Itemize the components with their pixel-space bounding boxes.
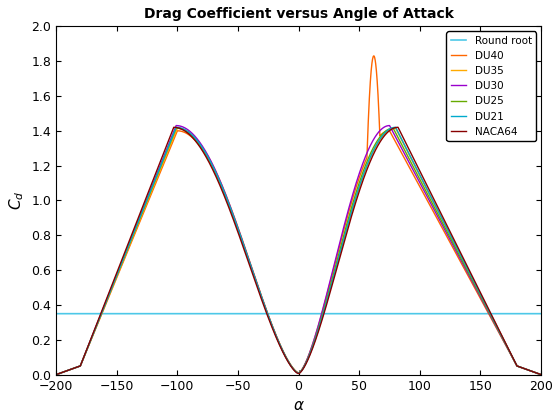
Line: DU30: DU30 <box>56 126 541 375</box>
DU40 <box>202 151 208 156</box>
NACA64 <box>454 244 461 249</box>
DU30 <box>343 214 350 219</box>
DU40 <box>454 254 461 259</box>
DU40 <box>370 53 377 58</box>
NACA64 <box>538 372 544 377</box>
Round root <box>471 311 478 316</box>
DU35 <box>202 149 208 154</box>
Round root <box>419 311 426 316</box>
NACA64 <box>419 174 426 179</box>
DU40 <box>352 186 359 192</box>
NACA64 <box>343 231 350 236</box>
Line: DU25: DU25 <box>56 128 541 375</box>
NACA64 <box>352 200 359 205</box>
DU40 <box>471 285 478 290</box>
DU30 <box>352 182 359 187</box>
DU25 <box>172 126 179 131</box>
DU35 <box>174 126 181 131</box>
DU25 <box>538 372 544 377</box>
DU35 <box>538 372 544 377</box>
DU25 <box>471 281 478 286</box>
Line: DU21: DU21 <box>56 127 541 375</box>
DU21 <box>471 280 478 285</box>
Round root <box>202 311 208 316</box>
DU25 <box>202 150 208 155</box>
DU35 <box>419 179 426 184</box>
Line: DU35: DU35 <box>56 128 541 375</box>
DU25 <box>352 192 359 197</box>
DU40 <box>53 372 59 377</box>
X-axis label: $\alpha$: $\alpha$ <box>293 398 305 413</box>
NACA64 <box>53 372 59 377</box>
NACA64 <box>202 153 208 158</box>
DU21 <box>419 178 426 183</box>
DU21 <box>172 125 179 130</box>
Y-axis label: $C_d$: $C_d$ <box>7 191 26 210</box>
DU35 <box>454 247 461 252</box>
DU25 <box>343 223 350 228</box>
NACA64 <box>471 278 478 283</box>
DU25 <box>419 183 426 188</box>
DU30 <box>172 123 179 128</box>
DU25 <box>53 372 59 377</box>
DU30 <box>53 372 59 377</box>
DU40 <box>419 189 426 194</box>
Legend: Round root, DU40, DU35, DU30, DU25, DU21, NACA64: Round root, DU40, DU35, DU30, DU25, DU21… <box>446 32 536 141</box>
DU40 <box>538 372 544 377</box>
DU30 <box>454 251 461 256</box>
Title: Drag Coefficient versus Angle of Attack: Drag Coefficient versus Angle of Attack <box>144 7 454 21</box>
Line: DU40: DU40 <box>56 56 541 375</box>
DU30 <box>419 186 426 191</box>
Round root <box>343 311 350 316</box>
DU21 <box>352 195 359 200</box>
DU21 <box>538 372 544 377</box>
DU40 <box>343 218 350 223</box>
DU35 <box>352 196 359 201</box>
Round root <box>53 311 59 316</box>
Line: NACA64: NACA64 <box>56 127 541 375</box>
DU21 <box>53 372 59 377</box>
DU35 <box>471 280 478 285</box>
DU21 <box>343 226 350 231</box>
DU30 <box>202 148 208 153</box>
DU35 <box>53 372 59 377</box>
Round root <box>538 311 544 316</box>
DU21 <box>202 150 208 155</box>
DU21 <box>454 247 461 252</box>
Round root <box>454 311 461 316</box>
DU30 <box>471 283 478 288</box>
NACA64 <box>170 125 177 130</box>
DU30 <box>538 372 544 377</box>
DU25 <box>454 249 461 254</box>
Round root <box>352 311 359 316</box>
DU35 <box>343 227 350 232</box>
